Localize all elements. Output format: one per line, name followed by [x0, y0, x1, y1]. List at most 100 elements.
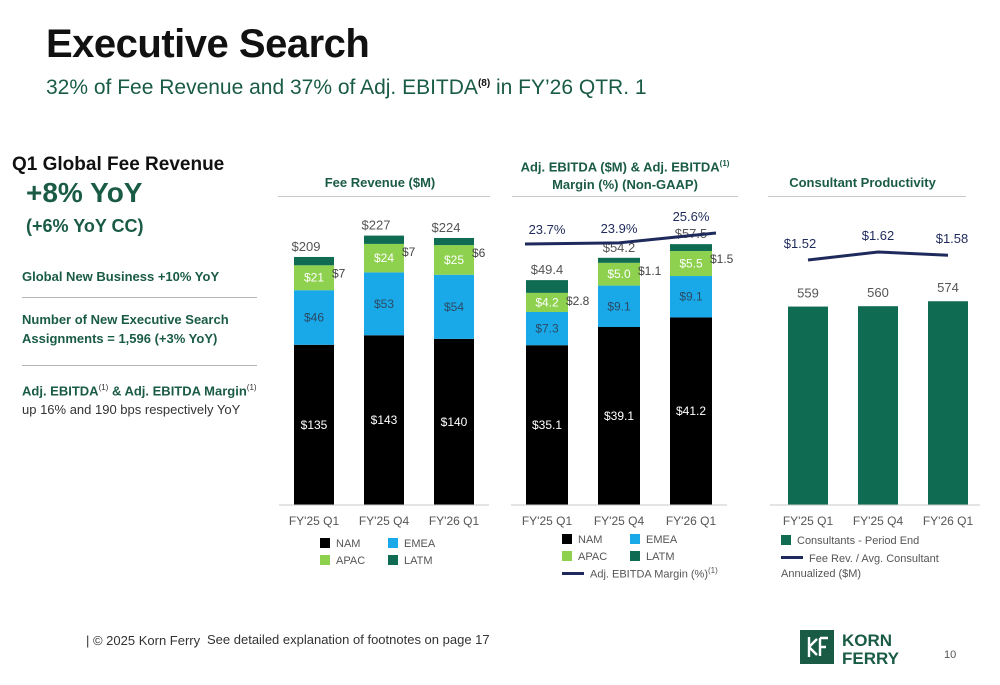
data-label: $21: [304, 271, 324, 285]
bar-latm: [598, 257, 640, 263]
bar-latm: [670, 244, 712, 251]
data-label: $143: [371, 413, 398, 427]
kpi-ebitda-rest: up 16% and 190 bps respectively YoY: [22, 402, 241, 418]
data-label: $7: [332, 266, 346, 280]
data-label: $9.1: [607, 299, 631, 313]
bar-apac: [434, 245, 474, 275]
legend-emea-swatch: [388, 538, 398, 548]
legend-latm-label: LATM: [646, 551, 675, 563]
ebitda-chart-title: Adj. EBITDA ($M) & Adj. EBITDA(1) Margin …: [500, 155, 750, 194]
legend-margin-line: Adj. EBITDA Margin (%)(1): [562, 566, 718, 581]
data-label: $35.1: [532, 418, 562, 432]
ebitda-title-sup: (1): [719, 159, 730, 168]
bar-consultants: [858, 306, 898, 505]
data-label: 574: [937, 280, 959, 295]
legend-consultants: Consultants - Period End: [781, 535, 919, 547]
bar-latm: [434, 237, 474, 246]
legend-emea-label: EMEA: [646, 534, 678, 546]
legend-emea: EMEA: [630, 534, 677, 546]
data-label: $46: [304, 310, 324, 324]
summary-yoy-cc: (+6% YoY CC): [26, 216, 144, 236]
ebitda-title-line2: Margin (%) (Non-GAAP): [552, 177, 698, 193]
data-label: $24: [374, 251, 394, 265]
data-label: $1.1: [638, 264, 662, 278]
summary-heading: Q1 Global Fee Revenue: [12, 154, 225, 175]
data-label: $6: [472, 246, 486, 260]
data-label: $135: [301, 418, 328, 432]
bar-emea: [434, 274, 474, 339]
subtitle-footnote: (8): [477, 78, 491, 89]
kpi-assignments-text: Number of New Executive Search Assignmen…: [22, 312, 229, 346]
legend-latm-swatch: [630, 551, 640, 561]
productivity-chart: 559 FY'25 Q1 560 FY'25 Q4 574 FY'26 Q1 $1.52 $1…: [770, 228, 980, 528]
legend-nam-swatch: [562, 534, 572, 544]
data-label: $1.5: [710, 252, 734, 266]
margin-line: [524, 231, 717, 246]
ebitda-chart: $35.1 $7.3 $4.2 $2.8 $49.4 FY'25 Q1 $39.1 $9.1 $…: [511, 209, 734, 528]
ebitda-title-text: Adj. EBITDA ($M) & Adj. EBITDA: [520, 159, 720, 175]
bar-emea: [598, 285, 640, 328]
legend-nam: NAM: [562, 534, 602, 546]
data-label: $9.1: [679, 290, 703, 304]
legend-consultants-label: Consultants - Period End: [797, 535, 920, 547]
x-tick-label: FY'25 Q4: [853, 514, 904, 528]
kpi-ebitda-sup1: (1): [98, 383, 109, 392]
x-tick-label: FY'25 Q4: [594, 514, 645, 528]
legend-apac-label: APAC: [578, 551, 608, 563]
legend-apac-swatch: [562, 551, 572, 561]
data-label: $140: [441, 415, 468, 429]
logo-line2: FERRY: [842, 649, 900, 668]
data-label: $39.1: [604, 409, 634, 423]
bar-nam: [364, 335, 404, 505]
total-label: $227: [362, 218, 391, 233]
chart-title-rule: [768, 196, 966, 197]
x-tick-label: FY'25 Q1: [522, 514, 573, 528]
legend-emea-swatch: [630, 534, 640, 544]
legend-latm: LATM: [388, 555, 433, 567]
legend-latm-label: LATM: [404, 555, 433, 567]
productivity-title-text: Consultant Productivity: [789, 175, 936, 190]
x-tick-label: FY'25 Q1: [783, 514, 834, 528]
page-number: 10: [944, 649, 957, 661]
legend-apac: APAC: [562, 551, 607, 563]
legend-nam: NAM: [320, 538, 360, 550]
productivity-label: $1.62: [862, 228, 895, 243]
legend-apac-label: APAC: [336, 555, 366, 567]
chart-title-rule: [512, 196, 738, 197]
productivity-label: $1.58: [936, 231, 969, 246]
fee-revenue-title-text: Fee Revenue ($M): [324, 175, 436, 190]
bar-emea: [294, 290, 334, 345]
productivity-chart-title: Consultant Productivity: [760, 174, 965, 192]
logo-line1: KORN: [842, 631, 892, 650]
bar-nam: [526, 345, 568, 505]
footer-copyright: | © 2025 Korn Ferry: [86, 633, 201, 648]
bar-apac: [526, 292, 568, 312]
legend-emea: EMEA: [388, 538, 435, 550]
logo-monogram: [807, 636, 828, 657]
data-label: $5.5: [679, 257, 703, 271]
margin-label: 23.7%: [529, 222, 566, 237]
legend-consultants-swatch: [781, 535, 791, 545]
bar-nam: [434, 338, 474, 505]
kpi-ebitda-bold-a: Adj. EBITDA: [22, 383, 99, 399]
legend-margin-sup: (1): [707, 566, 718, 575]
subtitle-tail: in FY’26 QTR. 1: [490, 76, 647, 99]
kpi-divider: [22, 365, 257, 366]
bar-nam: [670, 317, 712, 505]
bar-consultants: [788, 306, 828, 505]
kpi-assignments: Number of New Executive Search Assignmen…: [22, 310, 260, 348]
x-tick-label: FY'25 Q1: [289, 514, 340, 528]
bar-nam: [294, 344, 334, 505]
bar-emea: [364, 272, 404, 336]
kpi-ebitda-sup2: (1): [246, 383, 257, 392]
kpi-ebitda-bold-b: & Adj. EBITDA Margin: [108, 383, 247, 399]
data-label: $25: [444, 253, 464, 267]
data-label: $54: [444, 300, 464, 314]
chart-title-rule: [278, 196, 490, 197]
subtitle-text: 32% of Fee Revenue and 37% of Adj. EBITD…: [46, 76, 478, 99]
page-subtitle: 32% of Fee Revenue and 37% of Adj. EBITD…: [46, 76, 647, 100]
kpi-new-business-text: Global New Business +10% YoY: [22, 269, 220, 284]
page-title: Executive Search: [46, 22, 370, 66]
legend-productivity-line: Fee Rev. / Avg. Consultant Annualized ($…: [781, 552, 971, 582]
fee-revenue-chart: $135 $46 $21 $7 $209 FY'25 Q1 $143 $53 $24 $7 $227…: [279, 218, 489, 528]
